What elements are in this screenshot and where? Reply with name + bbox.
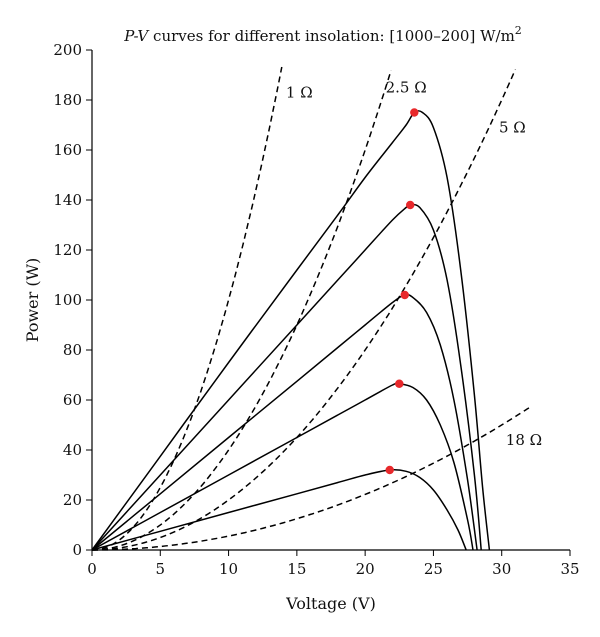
y-tick-label: 0 bbox=[72, 541, 82, 559]
y-tick-label: 60 bbox=[63, 391, 82, 409]
y-tick-label: 140 bbox=[53, 191, 82, 209]
max-power-point bbox=[400, 290, 409, 300]
x-tick-label: 5 bbox=[156, 560, 166, 578]
chart-title-italic: P-V bbox=[123, 27, 150, 45]
x-tick-label: 20 bbox=[356, 560, 375, 578]
load-line bbox=[91, 70, 392, 551]
y-tick-label: 180 bbox=[53, 91, 82, 109]
plot-area: 1 Ω 2.5 Ω 5 Ω 18 Ω bbox=[91, 66, 542, 551]
load-line-label: 2.5 Ω bbox=[386, 79, 427, 97]
x-ticks: 0 5 10 15 20 25 30 35 bbox=[87, 550, 580, 578]
load-line-label: 1 Ω bbox=[286, 84, 313, 102]
x-tick-label: 0 bbox=[87, 560, 97, 578]
load-line bbox=[91, 69, 517, 551]
pv-curve bbox=[91, 469, 467, 551]
pv-curve bbox=[91, 382, 474, 551]
x-tick-label: 35 bbox=[560, 560, 579, 578]
max-power-point bbox=[410, 108, 419, 117]
pv-curve bbox=[91, 293, 478, 551]
y-tick-label: 120 bbox=[53, 241, 82, 259]
y-tick-label: 80 bbox=[63, 341, 82, 359]
pv-curve bbox=[91, 110, 491, 551]
load-line-label: 18 Ω bbox=[506, 431, 542, 449]
max-power-point bbox=[395, 379, 404, 388]
load-line bbox=[91, 407, 530, 551]
max-power-point bbox=[406, 200, 415, 210]
chart-title-main: curves for different insolation: [1000–2… bbox=[148, 27, 515, 45]
y-tick-label: 160 bbox=[53, 141, 82, 159]
y-tick-label: 20 bbox=[63, 491, 82, 509]
load-line bbox=[91, 66, 283, 551]
y-axis-label: Power (W) bbox=[23, 258, 42, 343]
x-tick-label: 15 bbox=[287, 560, 306, 578]
y-tick-label: 40 bbox=[63, 441, 82, 459]
max-power-point bbox=[385, 465, 394, 475]
y-tick-label: 100 bbox=[53, 291, 82, 309]
pv-curve bbox=[91, 203, 482, 551]
chart-title: P-V curves for different insolation: [10… bbox=[123, 24, 522, 45]
x-tick-label: 30 bbox=[492, 560, 511, 578]
y-ticks: 0 20 40 60 80 100 120 140 160 180 200 bbox=[53, 41, 92, 559]
y-tick-label: 200 bbox=[53, 41, 82, 59]
load-line-label: 5 Ω bbox=[499, 119, 526, 137]
chart-title-superscript: 2 bbox=[515, 24, 522, 37]
x-tick-label: 25 bbox=[424, 560, 443, 578]
x-tick-label: 10 bbox=[219, 560, 238, 578]
x-axis-label: Voltage (V) bbox=[285, 594, 376, 613]
